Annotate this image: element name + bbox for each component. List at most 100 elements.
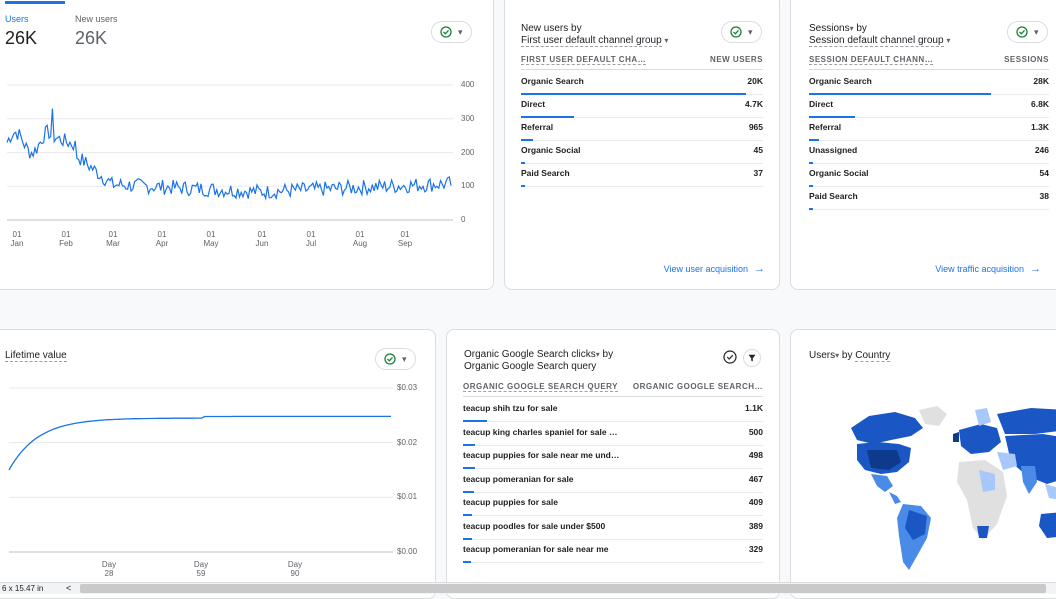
map-scandinavia — [975, 408, 991, 426]
metric-label[interactable]: Users — [809, 350, 836, 361]
x-tick-top: 01 — [306, 230, 316, 239]
check-circle-icon — [723, 350, 737, 364]
horizontal-scrollbar[interactable] — [80, 584, 1046, 593]
x-tick-top: 01 — [61, 230, 71, 239]
dropdown-arrow-icon: ▾ — [849, 24, 854, 33]
dimension-label[interactable]: Country — [855, 350, 891, 362]
x-tick-label: 01 Apr — [152, 230, 172, 248]
row-share-bar — [463, 420, 487, 422]
y-tick-label: 100 — [461, 181, 475, 191]
table-row[interactable]: Paid Search 37 — [521, 164, 763, 187]
table-row[interactable]: Organic Social 54 — [809, 164, 1049, 187]
y-tick-label: $0.02 — [397, 437, 418, 447]
table-row[interactable]: teacup poodles for sale under $500 389 — [463, 517, 763, 540]
x-tick-top: 01 — [12, 230, 22, 239]
row-value: 54 — [1039, 168, 1049, 178]
dimension-picker[interactable]: First user default channel group ▾ — [521, 35, 668, 47]
new-users-tab[interactable]: New users 26K — [75, 4, 118, 49]
row-value: 329 — [748, 544, 763, 554]
table-row[interactable]: Referral 965 — [521, 118, 763, 141]
table-row[interactable]: Organic Search 28K — [809, 72, 1049, 95]
table-row[interactable]: teacup king charles spaniel for sale … 50… — [463, 423, 763, 446]
table-row[interactable]: teacup shih tzu for sale 1.1K — [463, 399, 763, 422]
x-tick-label: Day 90 — [285, 560, 305, 578]
link-label: View traffic acquisition — [935, 264, 1024, 274]
new-users-tab-value: 26K — [75, 28, 108, 48]
table-row[interactable]: Paid Search 38 — [809, 187, 1049, 210]
row-label: teacup puppies for sale near me und… — [463, 450, 620, 460]
compare-check-button[interactable]: ▾ — [375, 348, 416, 370]
metric-label: Sessions — [809, 23, 850, 34]
status-bar: 6 x 15.47 in < — [0, 582, 1056, 594]
table-row[interactable]: Unassigned 246 — [809, 141, 1049, 164]
table-row[interactable]: Organic Search 20K — [521, 72, 763, 95]
row-share-bar — [809, 208, 813, 210]
y-tick-label: 400 — [461, 80, 475, 89]
compare-check-button[interactable] — [723, 350, 737, 369]
table-row[interactable]: teacup pomeranian for sale near me 329 — [463, 540, 763, 563]
map-russia — [997, 408, 1056, 434]
arrow-right-icon: → — [1030, 263, 1041, 275]
users-tab[interactable]: Users 26K — [5, 1, 65, 49]
row-label: Organic Search — [809, 76, 872, 86]
row-label: Referral — [809, 122, 842, 132]
table-row[interactable]: Direct 6.8K — [809, 95, 1049, 118]
table-header: FIRST USER DEFAULT CHA… NEW USERS — [521, 55, 763, 70]
y-tick-label: $0.03 — [397, 383, 418, 392]
view-user-acquisition-link[interactable]: View user acquisition → — [664, 263, 765, 275]
chevron-down-icon: ▾ — [402, 353, 407, 364]
filter-button[interactable] — [743, 349, 761, 367]
compare-check-button[interactable]: ▾ — [721, 21, 762, 43]
row-value: 246 — [1034, 145, 1049, 155]
x-tick-label: 01 Aug — [350, 230, 370, 248]
row-label: Paid Search — [521, 168, 570, 178]
table-row[interactable]: teacup puppies for sale near me und… 498 — [463, 446, 763, 469]
compare-check-button[interactable]: ▾ — [431, 21, 472, 43]
table-row[interactable]: Organic Social 45 — [521, 141, 763, 164]
metric-picker[interactable]: Sessions▾ by — [809, 23, 950, 35]
row-value: 1.3K — [1031, 122, 1049, 132]
row-share-bar — [809, 116, 855, 118]
row-label: teacup poodles for sale under $500 — [463, 520, 606, 531]
table-row[interactable]: teacup puppies for sale 409 — [463, 493, 763, 516]
map-uk — [953, 432, 959, 442]
compare-check-button[interactable]: ▾ — [1007, 21, 1048, 43]
x-tick-label: Day 59 — [191, 560, 211, 578]
x-tick-top: 01 — [206, 230, 216, 239]
title-by: by — [599, 349, 614, 360]
link-label: View user acquisition — [663, 264, 748, 274]
y-tick-label: $0.01 — [397, 492, 418, 502]
users-tab-value: 26K — [5, 28, 38, 48]
row-share-bar — [463, 490, 474, 493]
lifetime-value-card: Lifetime value ▾ $0.03 $0.02 $0.01 $0.00 Da… — [0, 329, 436, 599]
users-tab-label: Users — [5, 14, 29, 24]
dimension-picker[interactable]: Session default channel group ▾ — [809, 35, 950, 47]
ltv-title[interactable]: Lifetime value — [5, 350, 67, 362]
check-circle-icon — [1016, 26, 1028, 38]
x-tick-bottom: 90 — [290, 569, 300, 578]
y-tick-label: 0 — [461, 215, 466, 224]
table-row[interactable]: Referral 1.3K — [809, 118, 1049, 141]
row-share-bar — [463, 514, 472, 516]
row-value: 4.7K — [745, 99, 763, 109]
column-header-metric: SESSIONS — [1004, 55, 1049, 64]
x-tick-top: 01 — [355, 230, 365, 239]
page-size-label: 6 x 15.47 in — [2, 584, 44, 593]
users-overview-card: Users 26K New users 26K ▾ 400 300 200 100 0 … — [0, 0, 494, 290]
metric-picker[interactable]: Organic Google Search clicks▾ by — [464, 349, 613, 361]
scroll-left-button[interactable]: < — [66, 583, 72, 593]
world-map — [851, 406, 1056, 570]
row-value: 965 — [748, 122, 763, 132]
row-share-bar — [521, 139, 534, 141]
row-label: Organic Social — [809, 168, 869, 178]
dropdown-arrow-icon: ▾ — [946, 36, 951, 45]
table-row[interactable]: teacup pomeranian for sale 467 — [463, 470, 763, 493]
table-row[interactable]: Direct 4.7K — [521, 95, 763, 118]
map-greenland — [919, 406, 947, 426]
view-traffic-acquisition-link[interactable]: View traffic acquisition → — [935, 263, 1041, 275]
users-by-country-card: Users▾ by Country — [790, 329, 1056, 599]
row-label: Direct — [809, 99, 834, 109]
y-tick-label: 300 — [461, 113, 475, 123]
row-label: teacup pomeranian for sale near me — [463, 544, 609, 554]
x-tick-label: Day 28 — [99, 560, 119, 578]
